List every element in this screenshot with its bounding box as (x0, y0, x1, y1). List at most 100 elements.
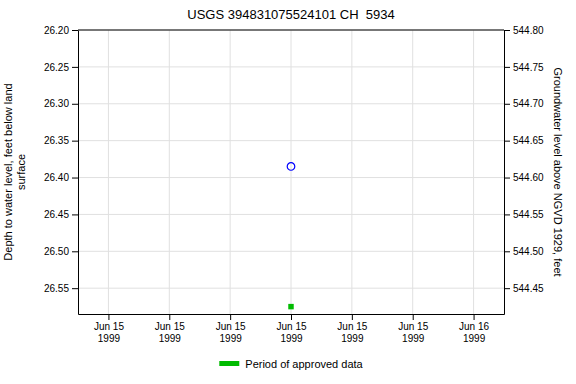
grid-line (169, 30, 170, 314)
tick-label: 544.75 (513, 62, 544, 73)
tick: 544.80 (504, 25, 544, 36)
x-axis: Jun 151999Jun 151999Jun 151999Jun 151999… (79, 314, 505, 344)
tick-mark (474, 314, 475, 320)
tick-label: Jun 151999 (398, 321, 428, 344)
tick-label: Jun 151999 (155, 321, 185, 344)
tick-label-line: Jun 15 (155, 321, 185, 332)
frame-line (78, 30, 504, 31)
point (288, 304, 293, 309)
legend: Period of approved data (219, 358, 363, 370)
tick-mark (291, 314, 292, 320)
tick-label: Jun 151999 (337, 321, 367, 344)
grid-line (473, 30, 474, 314)
tick: 26.30 (44, 98, 78, 109)
tick: 544.75 (504, 62, 544, 73)
tick: 544.50 (504, 246, 544, 257)
tick-mark (504, 214, 510, 215)
tick-mark (504, 67, 510, 68)
tick-label-line: Jun 15 (216, 321, 246, 332)
tick-label: 26.50 (44, 246, 69, 257)
tick-label-line: 1999 (341, 333, 364, 344)
tick: Jun 151999 (94, 314, 124, 344)
tick: 544.60 (504, 172, 544, 183)
tick-mark (108, 314, 109, 320)
tick-label-line: Jun 15 (276, 321, 306, 332)
grid-line (108, 30, 109, 314)
legend-item: Period of approved data (219, 358, 363, 370)
chart: Jun 151999Jun 151999Jun 151999Jun 151999… (0, 0, 576, 384)
tick-mark (504, 30, 510, 31)
tick-label: 544.45 (513, 283, 544, 294)
legend-swatch (219, 361, 239, 366)
tick-label-line: Jun 16 (459, 321, 489, 332)
tick-mark (72, 67, 78, 68)
y-axis-label-line: surface (15, 154, 27, 190)
tick-label-line: 1999 (463, 333, 486, 344)
series (288, 304, 293, 309)
marks (287, 163, 295, 310)
tick-mark (504, 141, 510, 142)
grid-line (351, 30, 352, 314)
tick-label: Jun 151999 (216, 321, 246, 344)
tick-label: 544.60 (513, 172, 544, 183)
tick-label: 26.30 (44, 98, 69, 109)
axis-line (504, 31, 505, 315)
tick-mark (72, 30, 78, 31)
tick: Jun 151999 (276, 314, 306, 344)
tick-label-line: 1999 (280, 333, 303, 344)
tick-label: 544.70 (513, 98, 544, 109)
tick-label-line: 1999 (98, 333, 121, 344)
tick: 544.45 (504, 283, 544, 294)
grid-line (230, 30, 231, 314)
axis-line (78, 31, 79, 315)
tick-label: 544.55 (513, 209, 544, 220)
grid-line (291, 30, 292, 314)
tick-mark (72, 214, 78, 215)
tick: 26.20 (44, 25, 78, 36)
tick-mark (352, 314, 353, 320)
tick-label: 26.55 (44, 283, 69, 294)
tick-label: 544.80 (513, 25, 544, 36)
tick-label: 26.40 (44, 172, 69, 183)
tick-label: Jun 151999 (276, 321, 306, 344)
plot: Jun 151999Jun 151999Jun 151999Jun 151999… (2, 25, 564, 344)
tick-mark (169, 314, 170, 320)
tick-label-line: 1999 (402, 333, 425, 344)
tick-label: 26.25 (44, 62, 69, 73)
tick-label-line: Jun 15 (398, 321, 428, 332)
y-axis-label: Depth to water level, feet below landsur… (2, 83, 27, 260)
tick-label-line: Jun 15 (337, 321, 367, 332)
tick-mark (504, 104, 510, 105)
tick: 544.65 (504, 135, 544, 146)
tick-mark (72, 288, 78, 289)
tick-label: Jun 151999 (94, 321, 124, 344)
series (287, 163, 295, 171)
tick: 544.55 (504, 209, 544, 220)
tick: 26.45 (44, 209, 78, 220)
tick: 26.50 (44, 246, 78, 257)
title: USGS 394831075524101 CH 5934 (187, 7, 394, 22)
tick: 26.35 (44, 135, 78, 146)
legend-label: Period of approved data (245, 358, 363, 370)
tick-label-line: 1999 (220, 333, 243, 344)
tick-label: Jun 161999 (459, 321, 489, 344)
tick-label-line: Jun 15 (94, 321, 124, 332)
tick-mark (413, 314, 414, 320)
grid-line (412, 30, 413, 314)
tick: 26.40 (44, 172, 78, 183)
tick: Jun 151999 (155, 314, 185, 344)
tick: Jun 151999 (337, 314, 367, 344)
y2-axis: 544.80 544.75 544.70 544.65 544.60 544.55 544.… (504, 25, 544, 315)
tick-mark (72, 141, 78, 142)
tick-label-line: 1999 (159, 333, 182, 344)
tick-label: 26.20 (44, 25, 69, 36)
tick-mark (230, 314, 231, 320)
grid-line (78, 30, 504, 31)
tick-label: 544.65 (513, 135, 544, 146)
y-axis-label-line: Depth to water level, feet below land (2, 83, 14, 260)
tick-mark (72, 178, 78, 179)
tick-label: 26.45 (44, 209, 69, 220)
tick-mark (504, 251, 510, 252)
tick: 544.70 (504, 98, 544, 109)
tick-label: 544.50 (513, 246, 544, 257)
